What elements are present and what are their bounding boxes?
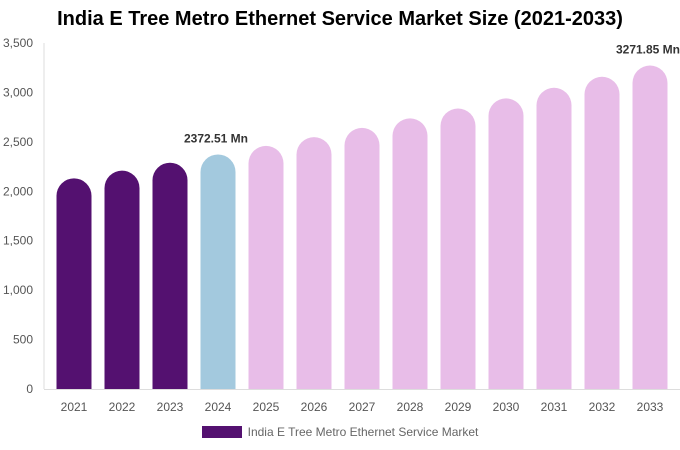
bar-2026	[296, 137, 332, 389]
bar-2032	[584, 76, 620, 389]
bar-2033	[632, 65, 668, 389]
y-tick-label: 3,000	[3, 85, 33, 99]
x-tick-label: 2025	[253, 400, 280, 414]
x-tick-label: 2030	[493, 400, 520, 414]
bar-2027	[344, 127, 380, 389]
bar-2030	[488, 98, 524, 390]
bar-2028	[392, 118, 428, 390]
bar-2022	[104, 170, 140, 389]
y-tick-label: 0	[26, 382, 33, 396]
bar-2031	[536, 87, 572, 389]
x-tick-label: 2029	[445, 400, 472, 414]
x-tick-label: 2022	[109, 400, 136, 414]
legend-swatch	[201, 426, 242, 438]
bar-2023	[152, 162, 188, 389]
legend-label: India E Tree Metro Ethernet Service Mark…	[247, 425, 479, 439]
chart-title: India E Tree Metro Ethernet Service Mark…	[57, 8, 623, 30]
y-tick-label: 2,000	[3, 184, 33, 198]
x-tick-label: 2028	[397, 400, 424, 414]
x-tick-label: 2033	[637, 400, 664, 414]
y-tick-label: 3,500	[3, 36, 33, 50]
x-tick-label: 2026	[301, 400, 328, 414]
bar-2025	[248, 145, 284, 389]
x-tick-label: 2023	[157, 400, 184, 414]
bar-2029	[440, 108, 476, 389]
data-label-2033: 3271.85 Mn	[616, 43, 680, 57]
x-tick-label: 2031	[541, 400, 568, 414]
bar-2021	[56, 178, 92, 389]
x-tick-label: 2032	[589, 400, 616, 414]
data-label-2024: 2372.51 Mn	[184, 131, 248, 145]
x-tick-label: 2027	[349, 400, 376, 414]
y-tick-label: 500	[13, 333, 33, 347]
x-tick-label: 2021	[61, 400, 88, 414]
y-tick-label: 1,500	[3, 234, 33, 248]
y-tick-label: 2,500	[3, 135, 33, 149]
x-tick-label: 2024	[205, 400, 232, 414]
legend: India E Tree Metro Ethernet Service Mark…	[0, 425, 680, 439]
bar-2024	[200, 154, 236, 389]
y-tick-label: 1,000	[3, 283, 33, 297]
